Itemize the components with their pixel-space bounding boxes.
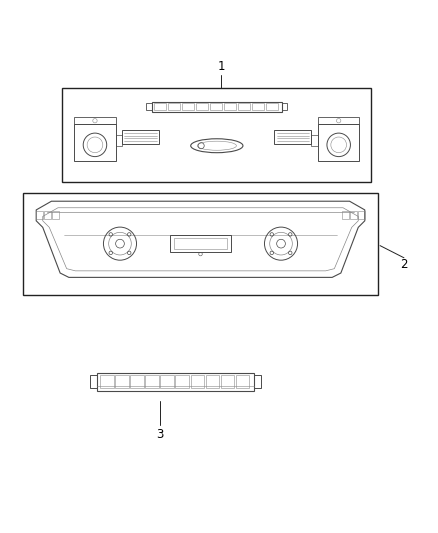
Bar: [275, 131, 311, 143]
Bar: [145, 375, 159, 389]
Bar: [176, 375, 189, 389]
Bar: [174, 238, 226, 249]
Bar: [154, 103, 166, 110]
Bar: [224, 103, 236, 110]
Bar: [74, 124, 116, 161]
Text: 2: 2: [400, 258, 408, 271]
Bar: [210, 103, 222, 110]
Bar: [130, 375, 144, 389]
Bar: [266, 103, 278, 110]
Bar: [196, 103, 208, 110]
Bar: [358, 211, 365, 220]
Bar: [238, 103, 250, 110]
Bar: [311, 135, 318, 146]
Bar: [342, 211, 349, 220]
Bar: [146, 103, 152, 110]
Bar: [168, 103, 180, 110]
Bar: [100, 375, 113, 389]
Bar: [90, 375, 97, 389]
Bar: [205, 375, 219, 389]
Bar: [236, 375, 249, 389]
Text: 3: 3: [156, 427, 164, 441]
Bar: [252, 103, 264, 110]
Bar: [152, 102, 282, 111]
Bar: [221, 375, 234, 389]
Bar: [282, 103, 287, 110]
Bar: [122, 131, 159, 143]
Bar: [52, 211, 59, 220]
Bar: [62, 88, 371, 182]
Bar: [23, 192, 378, 295]
Bar: [254, 375, 261, 389]
Bar: [191, 375, 204, 389]
Bar: [116, 135, 122, 146]
Bar: [318, 124, 359, 161]
Bar: [350, 211, 357, 220]
Bar: [182, 103, 194, 110]
Bar: [170, 236, 231, 252]
Bar: [115, 375, 129, 389]
Bar: [160, 375, 174, 389]
Bar: [318, 117, 359, 124]
Bar: [44, 211, 51, 220]
Text: 1: 1: [217, 60, 225, 73]
Bar: [74, 117, 116, 124]
Bar: [36, 211, 43, 220]
Bar: [97, 373, 254, 391]
